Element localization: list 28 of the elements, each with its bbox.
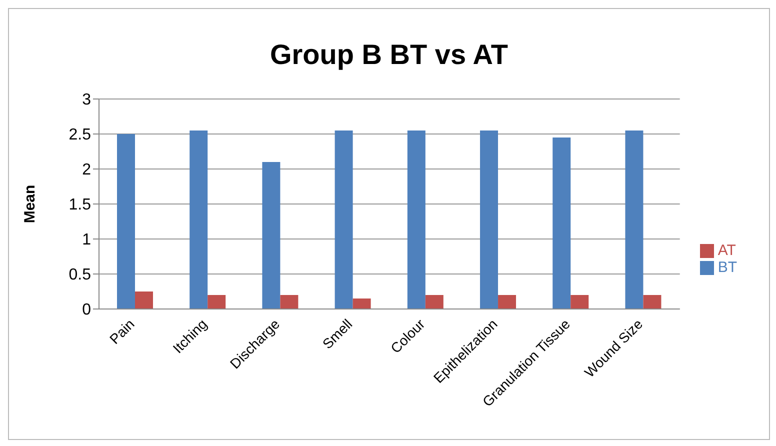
y-tick-label: 0	[82, 302, 92, 319]
bar	[552, 138, 571, 309]
bar	[407, 130, 426, 309]
y-tick-label: 1	[82, 232, 92, 249]
bar	[625, 130, 644, 309]
bar	[498, 295, 516, 309]
bar	[352, 298, 371, 309]
bar	[262, 162, 280, 309]
y-tick-label: 2.5	[68, 126, 92, 144]
bar	[280, 295, 298, 309]
bar	[425, 295, 444, 309]
chart-title: Group B BT vs AT	[269, 39, 509, 72]
bar	[480, 130, 498, 309]
y-tick-label: 1.5	[68, 196, 92, 214]
bar	[117, 134, 135, 309]
bar	[643, 295, 662, 309]
bar	[208, 295, 226, 309]
y-tick-label: 0.5	[68, 266, 92, 284]
bar	[190, 130, 208, 309]
x-tick-label: Pain	[106, 316, 138, 347]
y-tick-label: 2	[82, 162, 92, 179]
bar	[135, 292, 153, 309]
y-tick-label: 3	[82, 92, 92, 109]
bar	[570, 295, 589, 309]
y-axis-title: Mean	[21, 184, 38, 224]
bar	[334, 130, 353, 309]
legend-label: AT	[718, 242, 736, 259]
legend-label: BT	[718, 259, 737, 276]
